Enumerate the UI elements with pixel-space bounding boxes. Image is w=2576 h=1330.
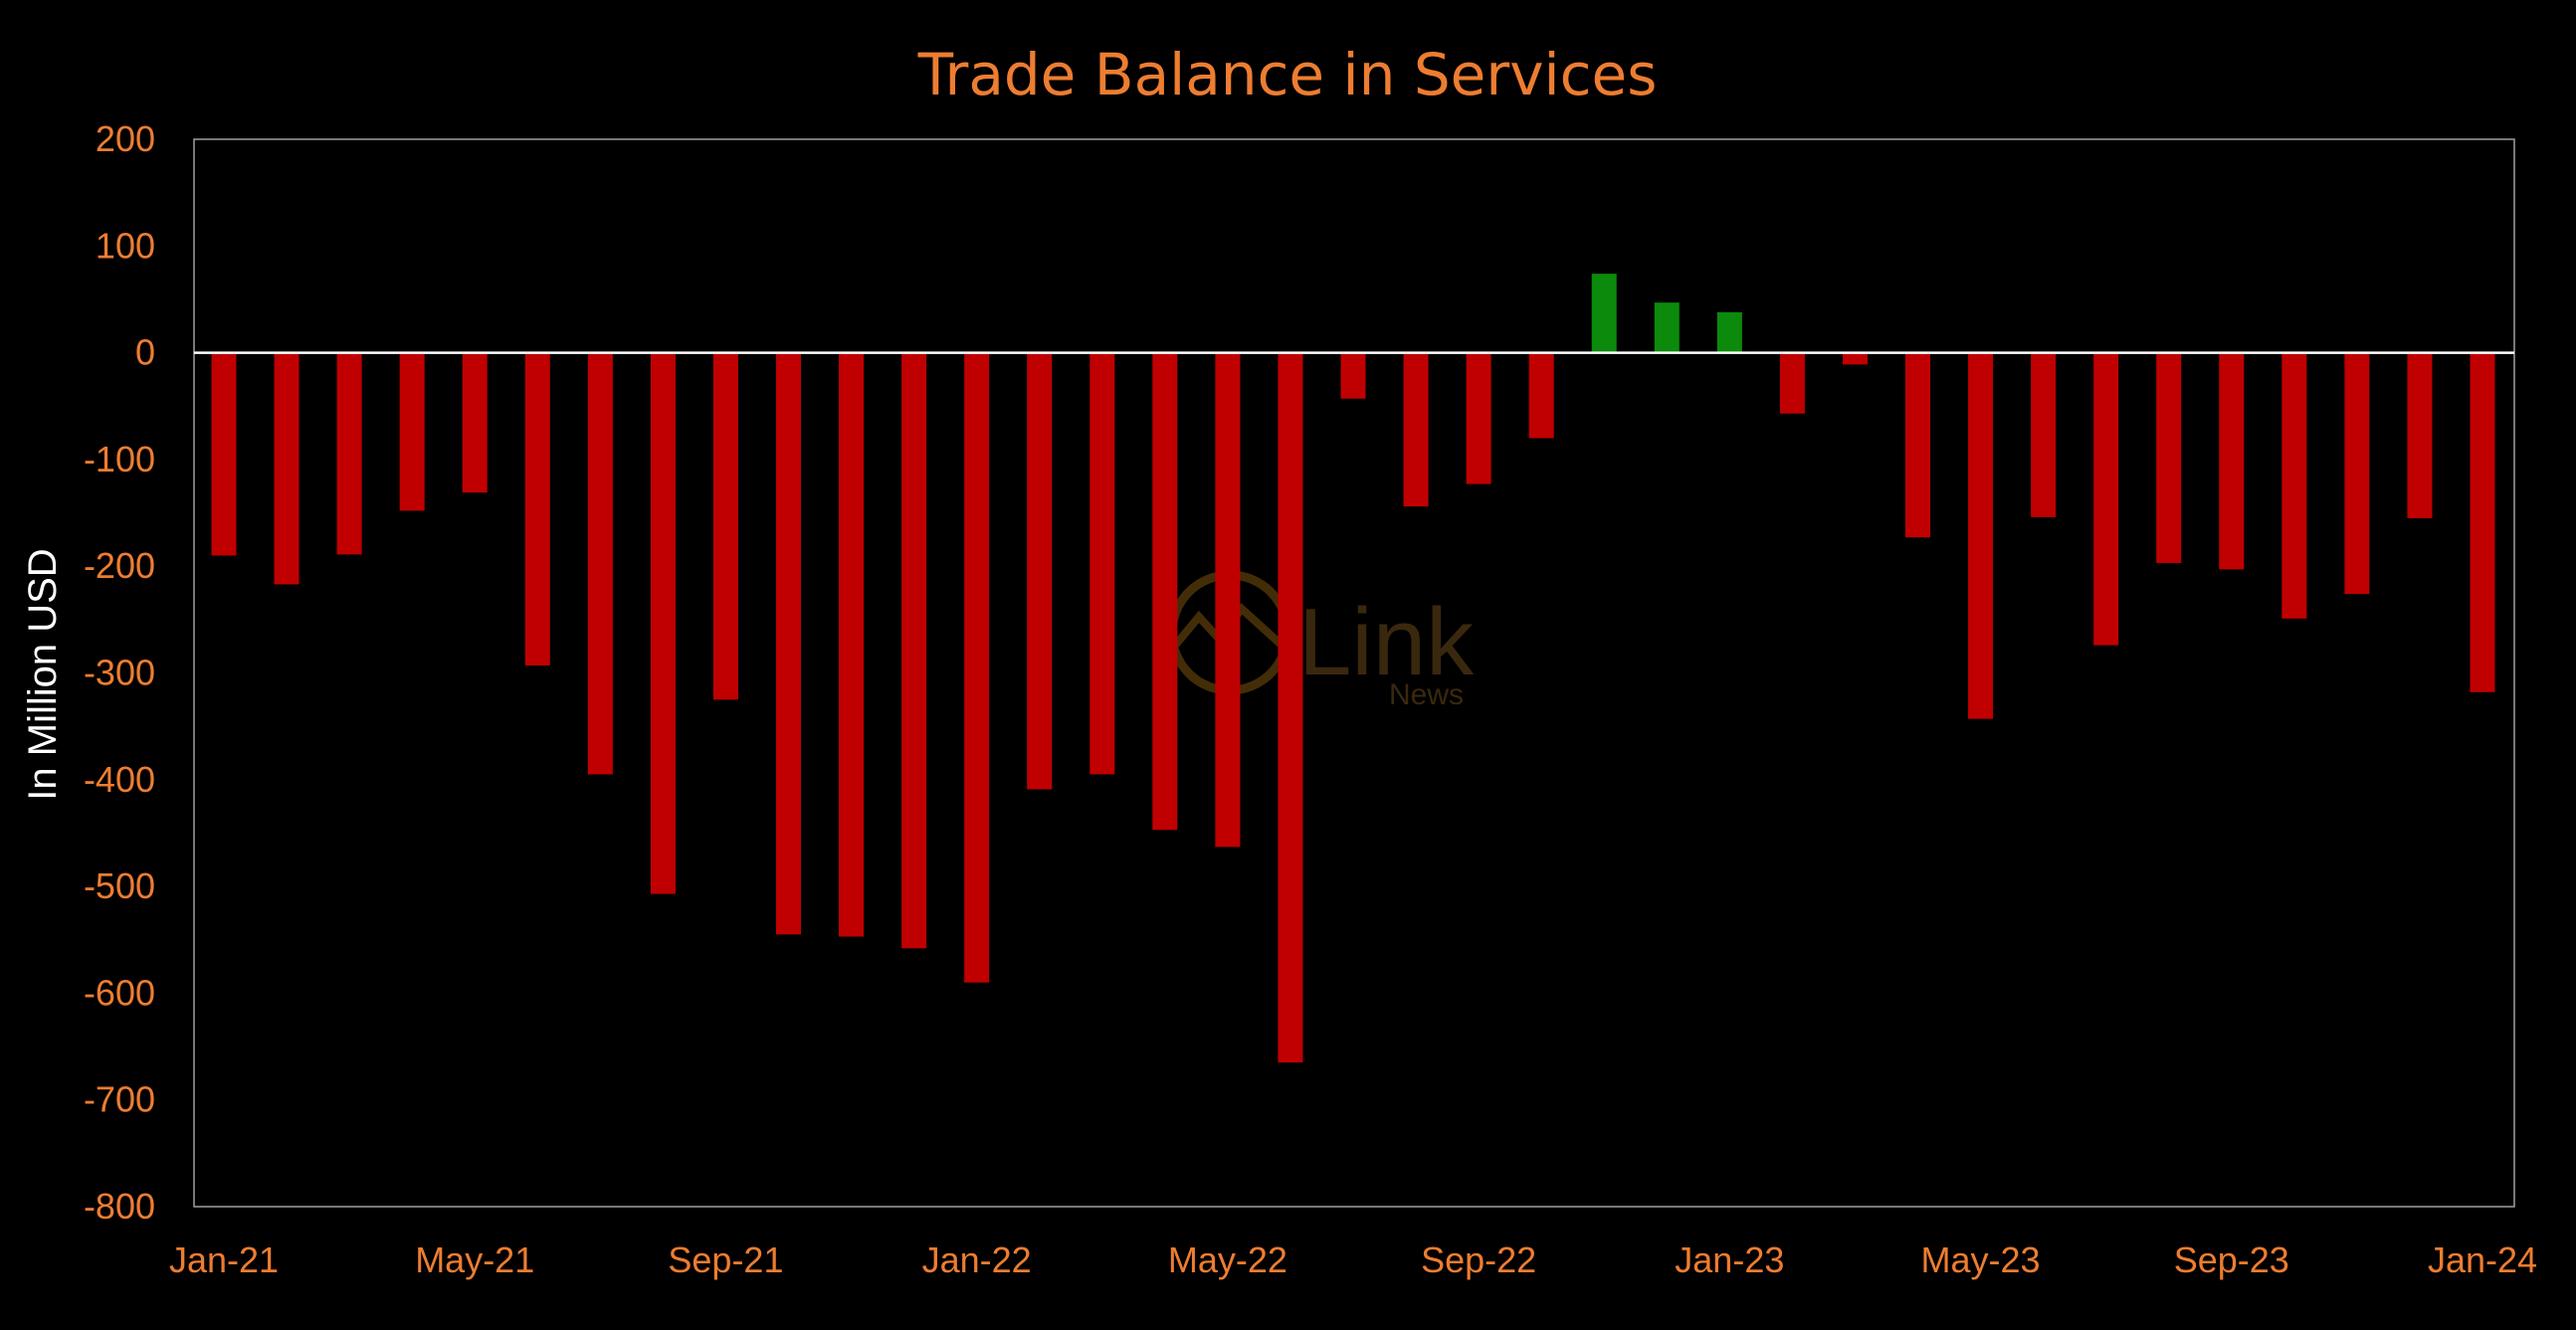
x-tick-label: Sep-21 (668, 1239, 783, 1280)
y-tick-label: -600 (84, 972, 155, 1013)
bar-Apr-21 (399, 352, 425, 511)
bar-Nov-23 (2344, 352, 2370, 595)
y-tick-label: -700 (84, 1079, 155, 1120)
bar-Sep-21 (712, 352, 738, 700)
x-tick-label: Jan-24 (2428, 1239, 2537, 1280)
y-tick-label: 200 (96, 118, 155, 159)
bar-Aug-22 (1403, 352, 1429, 507)
bar-Nov-22 (1591, 274, 1617, 353)
bar-Oct-23 (2281, 352, 2307, 619)
x-axis-ticks: Jan-21 May-21 Sep-21 Jan-22 May-22 Sep-22 Jan-… (169, 1239, 2537, 1280)
bar-Feb-21 (274, 352, 299, 585)
watermark-sub: News (1389, 678, 1464, 711)
bar-Jan-24 (2470, 352, 2495, 692)
x-tick-label: May-22 (1168, 1239, 1288, 1280)
y-axis-label: In Million USD (21, 548, 65, 800)
bar-Apr-23 (1905, 352, 1930, 538)
plot-area-frame (193, 138, 2515, 1208)
x-tick-label: May-21 (415, 1239, 534, 1280)
bar-Jan-21 (211, 352, 237, 556)
bar-Feb-23 (1779, 352, 1805, 414)
bar-Dec-22 (1654, 302, 1680, 353)
x-tick-label: May-23 (1921, 1239, 2041, 1280)
bar-Apr-22 (1152, 352, 1178, 831)
bar-Nov-21 (839, 352, 865, 937)
bar-Jan-23 (1716, 311, 1742, 353)
bar-Jan-22 (964, 352, 990, 983)
bar-May-21 (462, 352, 488, 493)
bar-Jun-22 (1278, 352, 1303, 1063)
bar-Oct-22 (1528, 352, 1554, 439)
bar-Dec-21 (901, 352, 927, 949)
x-tick-label: Jan-22 (922, 1239, 1032, 1280)
bar-Oct-21 (776, 352, 801, 935)
bar-Jun-21 (524, 352, 550, 665)
y-tick-label: 100 (96, 225, 155, 266)
bar-Feb-22 (1027, 352, 1053, 790)
bar-Aug-21 (650, 352, 676, 894)
bar-Dec-23 (2407, 352, 2433, 518)
watermark-brand: Link (1298, 589, 1475, 695)
y-tick-label: -400 (84, 759, 155, 800)
y-tick-label: -200 (84, 545, 155, 586)
bar-Jul-23 (2093, 352, 2119, 646)
chart-title: Trade Balance in Services (917, 41, 1658, 108)
bar-Mar-22 (1090, 352, 1115, 775)
y-tick-label: -800 (84, 1186, 155, 1227)
bar-Mar-23 (1842, 352, 1868, 365)
bar-Mar-21 (336, 352, 362, 555)
bar-Jun-23 (2031, 352, 2057, 517)
y-axis-ticks: 200 100 0 -100 -200 -300 -400 -500 -600 -700 -800 (84, 118, 155, 1227)
bar-Jul-21 (587, 352, 613, 775)
x-tick-label: Sep-23 (2174, 1239, 2289, 1280)
bar-Aug-23 (2156, 352, 2182, 563)
bars-series (211, 274, 2495, 1063)
bar-Sep-22 (1466, 352, 1491, 484)
bar-May-23 (1968, 352, 1994, 719)
x-tick-label: Sep-22 (1421, 1239, 1536, 1280)
bar-May-22 (1215, 352, 1241, 848)
y-tick-label: -300 (84, 653, 155, 693)
y-tick-label: -500 (84, 865, 155, 906)
y-tick-label: -100 (84, 439, 155, 479)
x-tick-label: Jan-23 (1675, 1239, 1784, 1280)
y-tick-label: 0 (135, 332, 155, 373)
bar-Jul-22 (1340, 352, 1366, 399)
bar-Sep-23 (2219, 352, 2245, 570)
x-tick-label: Jan-21 (169, 1239, 279, 1280)
